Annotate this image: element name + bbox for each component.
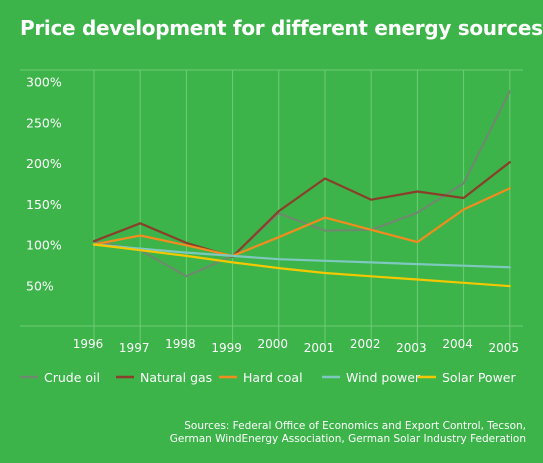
sources-line-2: German WindEnergy Association, German So… bbox=[169, 433, 526, 445]
x-tick-label: 1997 bbox=[119, 341, 150, 355]
x-tick-label: 2004 bbox=[442, 337, 473, 351]
series-line-wind-power bbox=[92, 243, 511, 269]
x-tick-label: 2000 bbox=[258, 337, 289, 351]
legend-label: Hard coal bbox=[243, 370, 303, 385]
legend-label: Wind power bbox=[346, 370, 421, 385]
legend-label: Crude oil bbox=[44, 370, 100, 385]
sources-note: Sources: Federal Office of Economics and… bbox=[170, 420, 526, 446]
x-tick-label: 2003 bbox=[396, 341, 427, 355]
x-tick-label: 2002 bbox=[350, 337, 381, 351]
series-line-natural-gas bbox=[92, 161, 511, 258]
legend-label: Natural gas bbox=[140, 370, 212, 385]
series-line-hard-coal bbox=[92, 187, 511, 257]
grid-lines bbox=[20, 69, 523, 350]
sources-line-1: Sources: Federal Office of Economics and… bbox=[184, 420, 526, 432]
y-tick-label: 250% bbox=[26, 115, 62, 130]
y-tick-label: 200% bbox=[26, 156, 62, 171]
x-tick-label: 1996 bbox=[73, 337, 104, 351]
y-tick-labels: 50% 100% 150% 200% 250% 300% bbox=[26, 75, 62, 294]
line-chart: 50% 100% 150% 200% 250% 300% 1996 1997 1998 1999… bbox=[20, 69, 523, 385]
series-line-solar-power bbox=[92, 243, 511, 288]
y-tick-label: 100% bbox=[26, 238, 62, 253]
x-tick-label: 2005 bbox=[489, 341, 520, 355]
legend: Crude oil Natural gas Hard coal Wind power S… bbox=[20, 370, 516, 385]
legend-label: Solar Power bbox=[442, 370, 516, 385]
x-tick-label: 2001 bbox=[304, 341, 335, 355]
series-lines bbox=[92, 90, 511, 288]
series-line-crude-oil bbox=[92, 90, 511, 278]
x-tick-label: 1998 bbox=[165, 337, 196, 351]
x-tick-labels: 1996 1997 1998 1999 2000 2001 2002 2003 2004 2005 bbox=[73, 337, 519, 355]
y-tick-label: 150% bbox=[26, 197, 62, 212]
y-tick-label: 300% bbox=[26, 75, 62, 90]
chart-title: Price development for different energy s… bbox=[20, 16, 543, 40]
y-tick-label: 50% bbox=[26, 278, 54, 293]
x-tick-label: 1999 bbox=[211, 341, 242, 355]
